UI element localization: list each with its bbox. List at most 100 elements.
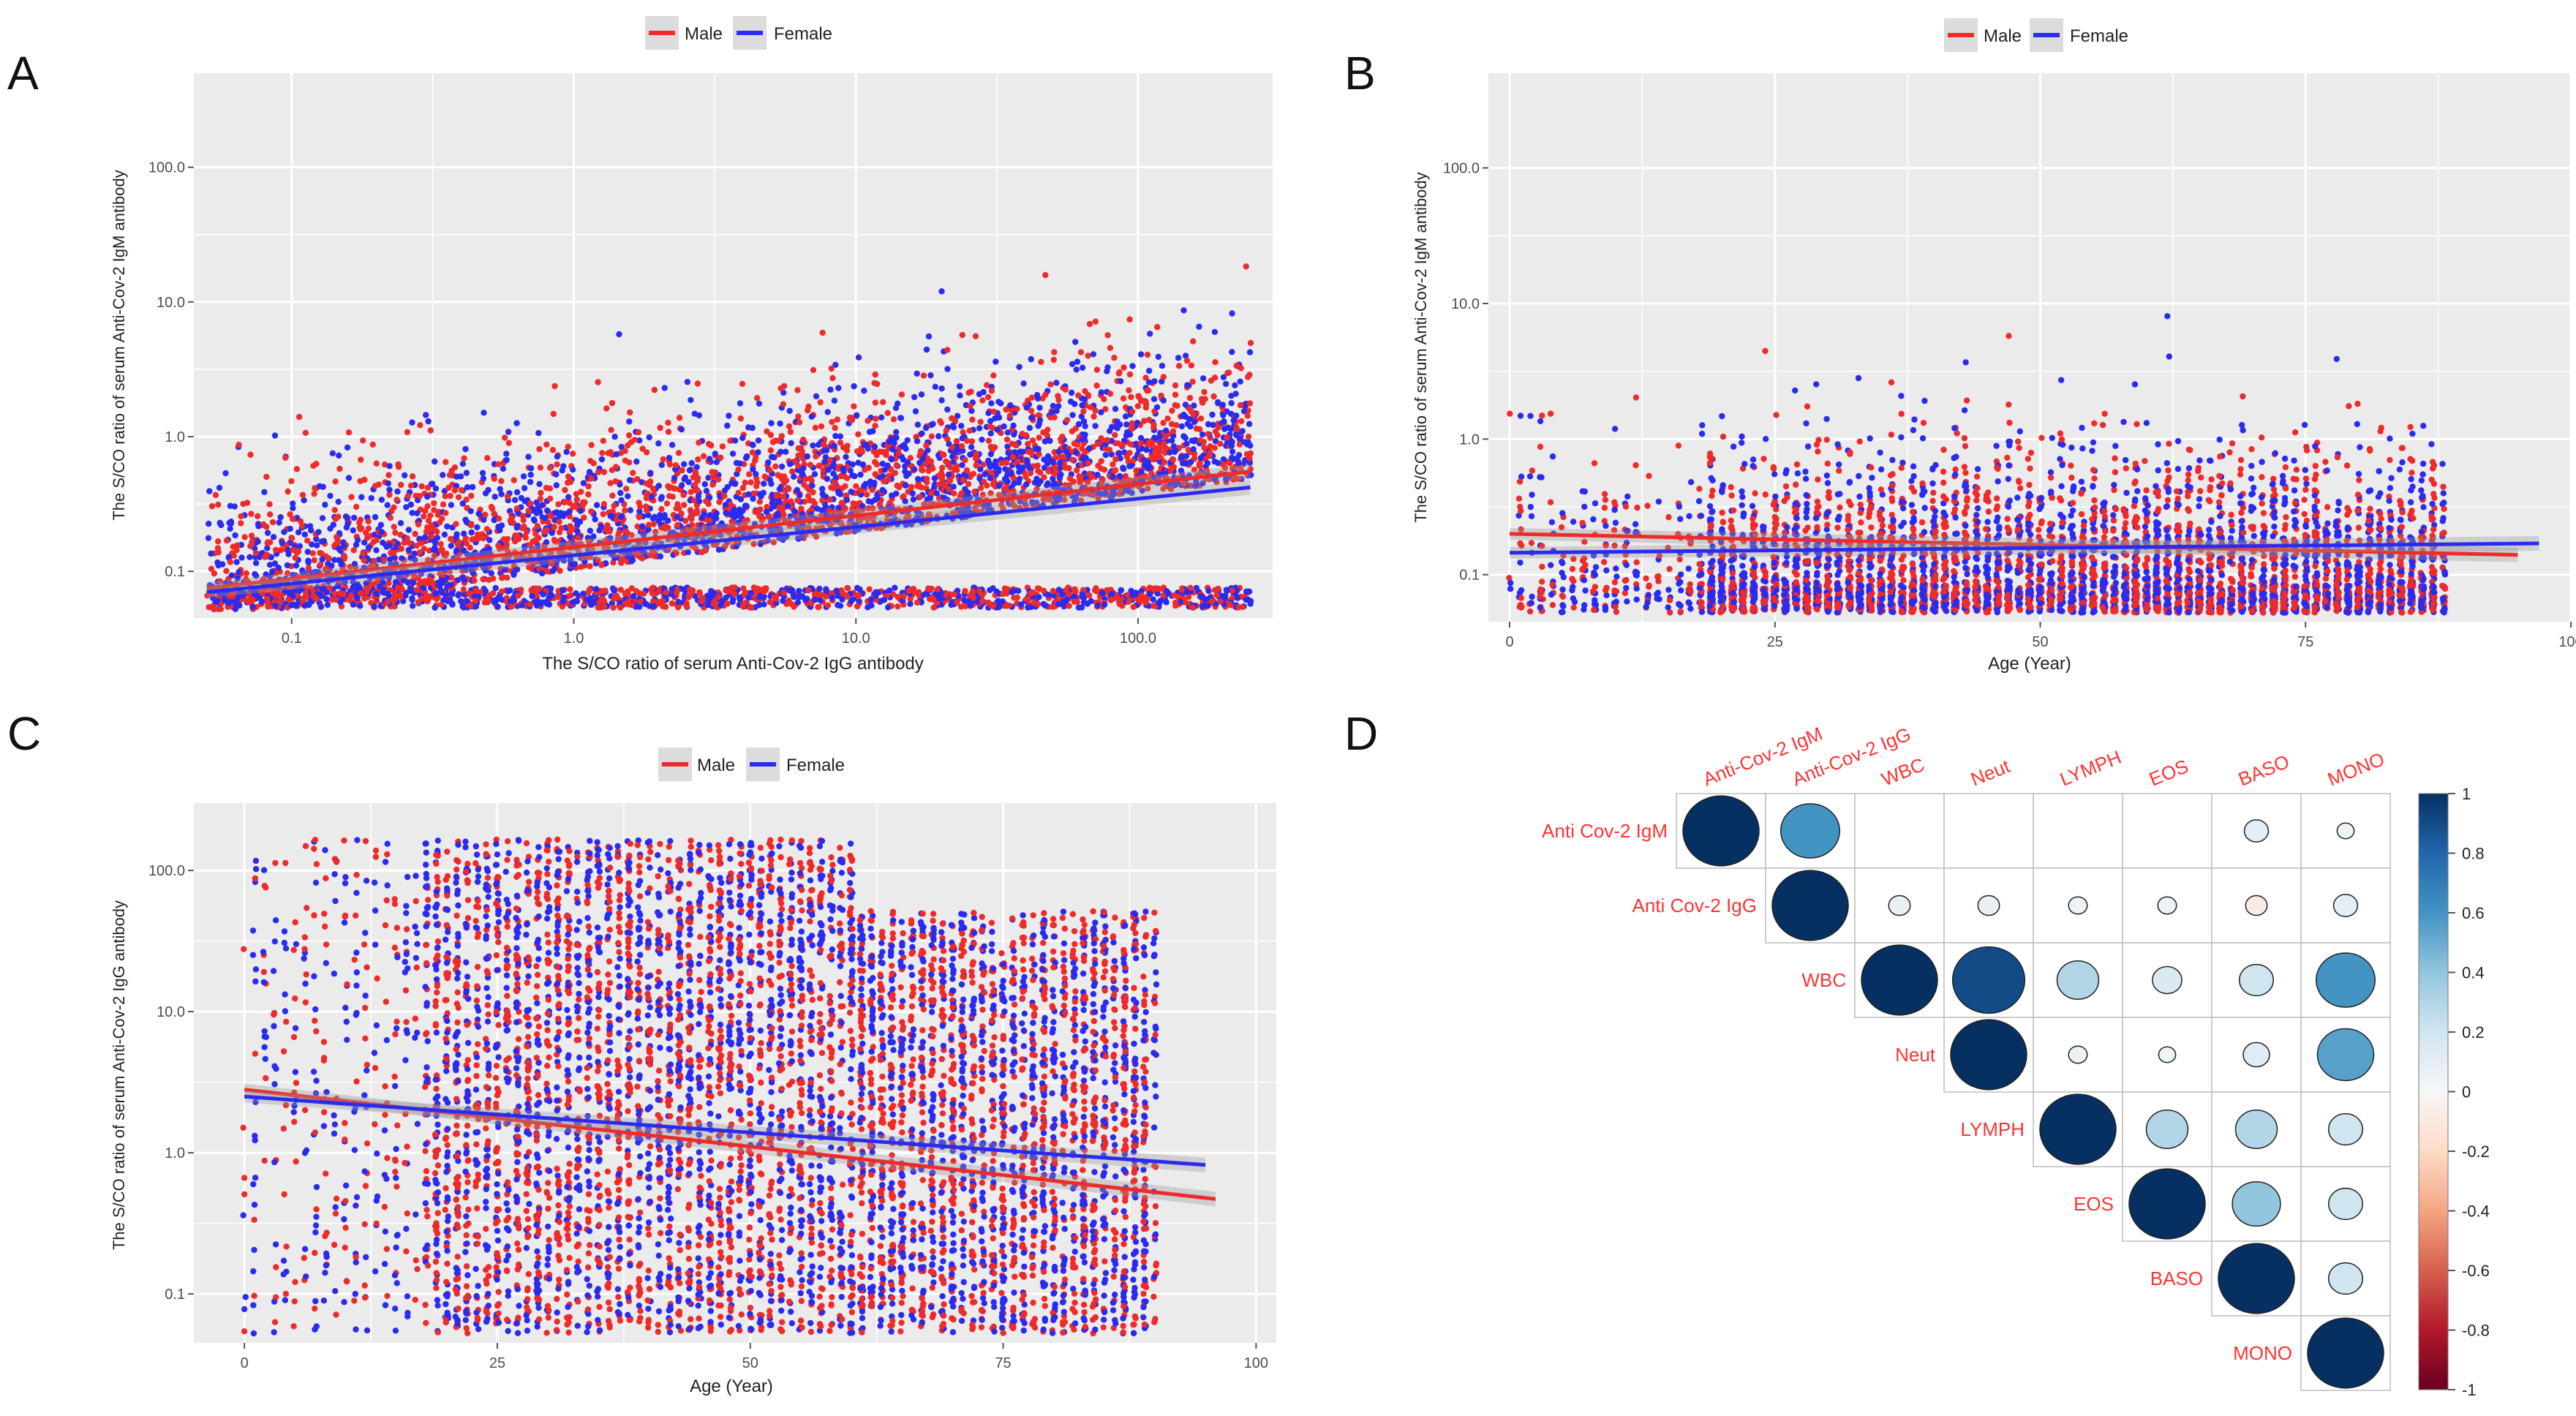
point-female xyxy=(739,434,746,441)
point-male xyxy=(233,547,240,554)
point-male xyxy=(1150,421,1157,428)
point-female xyxy=(1182,434,1189,441)
point-female xyxy=(987,418,994,424)
point-male xyxy=(979,598,986,605)
point-female xyxy=(467,508,474,514)
point-male xyxy=(293,466,301,472)
point-female xyxy=(723,510,729,516)
point-female xyxy=(647,470,654,476)
point-male xyxy=(829,374,836,382)
point-male xyxy=(1128,393,1134,400)
point-male xyxy=(547,495,554,502)
point-female xyxy=(480,475,487,482)
point-male xyxy=(1093,366,1101,373)
point-male xyxy=(551,383,558,390)
point-male xyxy=(360,437,366,444)
point-female xyxy=(543,600,550,607)
point-male xyxy=(966,427,973,434)
point-male xyxy=(1129,424,1136,431)
point-male xyxy=(719,443,726,450)
point-male xyxy=(252,550,260,557)
point-male xyxy=(1142,404,1150,411)
point-male xyxy=(874,380,881,388)
point-male xyxy=(1210,393,1217,400)
point-female xyxy=(886,587,893,594)
point-female xyxy=(855,354,862,361)
point-female xyxy=(1079,591,1086,598)
point-female xyxy=(269,568,276,575)
point-male xyxy=(508,603,514,610)
point-male xyxy=(454,541,462,548)
point-female xyxy=(987,587,993,593)
point-male xyxy=(391,504,397,511)
point-female xyxy=(686,467,693,474)
point-male xyxy=(535,585,543,592)
point-male xyxy=(1169,407,1175,414)
point-male xyxy=(573,496,580,503)
point-female xyxy=(580,480,587,486)
point-female xyxy=(1215,400,1221,407)
point-male xyxy=(1025,448,1032,455)
point-female xyxy=(448,581,454,588)
point-female xyxy=(816,585,823,592)
point-female xyxy=(1020,380,1027,387)
point-male xyxy=(925,586,932,592)
point-male xyxy=(565,473,572,480)
point-female xyxy=(795,594,802,600)
point-female xyxy=(912,408,919,415)
point-female xyxy=(1159,363,1166,369)
point-male xyxy=(890,416,897,423)
point-male xyxy=(415,521,422,528)
point-female xyxy=(459,461,466,467)
point-male xyxy=(700,453,707,459)
point-male xyxy=(442,459,449,465)
point-male xyxy=(742,479,748,486)
point-male xyxy=(309,550,316,557)
point-female xyxy=(666,454,673,462)
point-male xyxy=(1062,386,1069,393)
point-female xyxy=(950,424,957,431)
point-male xyxy=(415,599,422,606)
point-male xyxy=(735,489,742,496)
point-female xyxy=(453,547,460,554)
point-female xyxy=(744,453,750,460)
point-male xyxy=(451,487,458,494)
point-male xyxy=(737,415,744,422)
point-male xyxy=(807,462,814,468)
point-female xyxy=(927,372,934,379)
point-female xyxy=(344,444,351,451)
point-male xyxy=(305,565,312,571)
point-female xyxy=(824,409,831,415)
point-female xyxy=(763,508,770,516)
point-male xyxy=(311,491,317,497)
point-female xyxy=(1099,590,1106,597)
point-female xyxy=(270,534,277,541)
point-female xyxy=(225,600,232,606)
point-female xyxy=(1191,418,1198,426)
point-male xyxy=(422,508,429,514)
point-female xyxy=(461,576,467,584)
point-male xyxy=(1126,371,1134,378)
point-male xyxy=(394,584,401,591)
point-male xyxy=(1120,395,1127,402)
point-male xyxy=(972,333,979,339)
point-female xyxy=(1001,423,1007,430)
point-male xyxy=(1224,434,1230,441)
point-male xyxy=(521,533,529,540)
point-female xyxy=(314,542,320,549)
point-male xyxy=(512,538,519,545)
point-female xyxy=(1134,419,1141,426)
point-male xyxy=(530,587,538,594)
point-female xyxy=(831,397,838,404)
point-male xyxy=(1036,451,1042,458)
point-male xyxy=(527,600,534,608)
point-female xyxy=(678,426,685,433)
point-male xyxy=(775,472,781,478)
point-female xyxy=(1079,402,1085,409)
point-female xyxy=(843,453,849,460)
point-male xyxy=(655,600,662,607)
point-female xyxy=(344,514,351,521)
point-male xyxy=(214,545,222,551)
point-female xyxy=(1112,405,1119,413)
point-female xyxy=(922,424,930,432)
